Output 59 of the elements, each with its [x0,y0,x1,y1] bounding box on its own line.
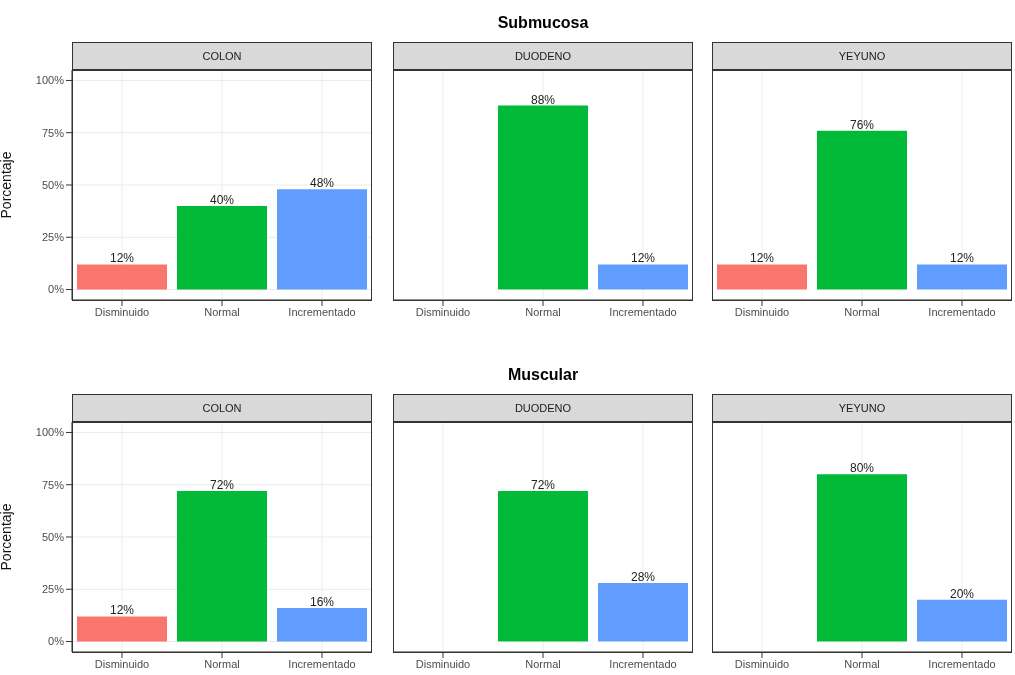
y-tick-label: 100% [35,426,65,439]
chart-title: Submucosa [496,14,590,32]
chart-subtitle: YEYUNO [712,42,1012,70]
x-tick-label: Incrementado [288,657,356,670]
data-label: 16% [309,595,335,610]
y-axis-title: Porcentaje [0,151,14,219]
x-tick-label: Normal [204,657,240,670]
x-tick-label: Disminuido [734,657,790,670]
y-tick-label: 50% [41,178,65,191]
chart-subtitle: COLON [72,394,372,422]
data-label: 40% [209,192,235,207]
y-tick-label: 25% [41,231,65,244]
bar [177,205,267,290]
bar [177,491,267,642]
bar [277,189,367,290]
x-tick-label: Disminuido [734,305,790,318]
chart-subtitle: YEYUNO [712,394,1012,422]
x-tick-label: Incrementado [288,305,356,318]
x-tick-label: Normal [525,657,561,670]
data-label: 72% [209,478,235,492]
x-tick-label: Disminuido [94,305,150,318]
data-label: 12% [109,603,135,618]
x-tick-label: Incrementado [609,305,677,318]
y-tick-label: 100% [35,74,65,87]
y-tick-label: 25% [41,583,65,596]
bar [77,264,167,290]
data-label: 72% [530,478,556,492]
data-label: 20% [949,586,975,601]
x-tick-label: Incrementado [609,657,677,670]
data-label: 28% [630,570,656,584]
data-label: 12% [749,251,775,266]
bar [77,616,167,642]
y-tick-label: 75% [41,126,65,139]
x-tick-label: Incrementado [928,305,996,318]
data-label: 12% [109,251,135,266]
x-tick-label: Normal [204,305,240,318]
data-label: 80% [849,461,875,476]
data-label: 12% [949,251,975,266]
y-axis-title: Porcentaje [0,503,14,571]
y-tick-label: 75% [41,478,65,491]
chart-subtitle: DUODENO [393,394,693,422]
x-tick-label: Incrementado [928,657,996,670]
chart-subtitle: DUODENO [393,42,693,70]
chart-title: Muscular [506,366,580,384]
x-tick-label: Normal [844,657,880,670]
x-tick-label: Normal [525,305,561,318]
x-tick-label: Disminuido [415,305,471,318]
data-label: 48% [309,176,335,191]
data-label: 76% [849,117,875,132]
x-tick-label: Disminuido [94,657,150,670]
data-label: 88% [530,92,556,107]
y-tick-label: 0% [48,283,65,296]
data-label: 12% [630,251,656,266]
y-tick-label: 50% [41,530,65,543]
x-tick-label: Normal [844,305,880,318]
x-tick-label: Disminuido [415,657,471,670]
bar [277,608,367,642]
chart-subtitle: COLON [72,42,372,70]
y-tick-label: 0% [48,635,65,648]
